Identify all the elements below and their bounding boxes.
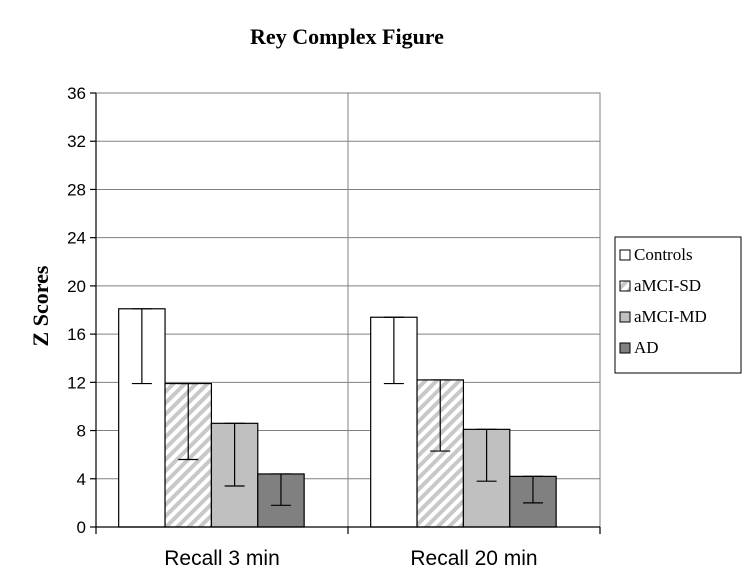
x-tick-label: Recall 3 min bbox=[164, 547, 280, 570]
legend-label: aMCI-MD bbox=[634, 307, 707, 326]
legend-swatch bbox=[619, 311, 631, 323]
y-tick-label: 32 bbox=[67, 132, 86, 151]
legend-swatch bbox=[619, 280, 631, 292]
bars bbox=[118, 308, 557, 528]
y-tick-label: 16 bbox=[67, 325, 86, 344]
y-tick-label: 20 bbox=[67, 277, 86, 296]
y-axis-label: Z Scores bbox=[28, 265, 53, 346]
x-tick-label: Recall 20 min bbox=[410, 547, 537, 570]
legend-label: aMCI-SD bbox=[634, 276, 701, 295]
y-tick-label: 8 bbox=[77, 422, 86, 441]
legend-label: AD bbox=[634, 338, 659, 357]
chart-title: Rey Complex Figure bbox=[250, 24, 444, 49]
y-tick-label: 4 bbox=[77, 470, 86, 489]
y-tick-label: 36 bbox=[67, 84, 86, 103]
y-tick-label: 28 bbox=[67, 180, 86, 199]
axes: 0 4 8 12 16 20 24 28 32 36 Recall 3 min Recall 20 m… bbox=[67, 84, 601, 570]
legend-label: Controls bbox=[634, 245, 693, 264]
y-tick-label: 12 bbox=[67, 373, 86, 392]
legend-swatch bbox=[619, 342, 631, 354]
legend-swatch bbox=[619, 249, 631, 261]
y-tick-label: 0 bbox=[77, 518, 86, 537]
y-tick-label: 24 bbox=[67, 229, 86, 248]
legend: Controls aMCI-SD aMCI-MD AD bbox=[614, 236, 742, 374]
legend-box bbox=[614, 236, 742, 374]
